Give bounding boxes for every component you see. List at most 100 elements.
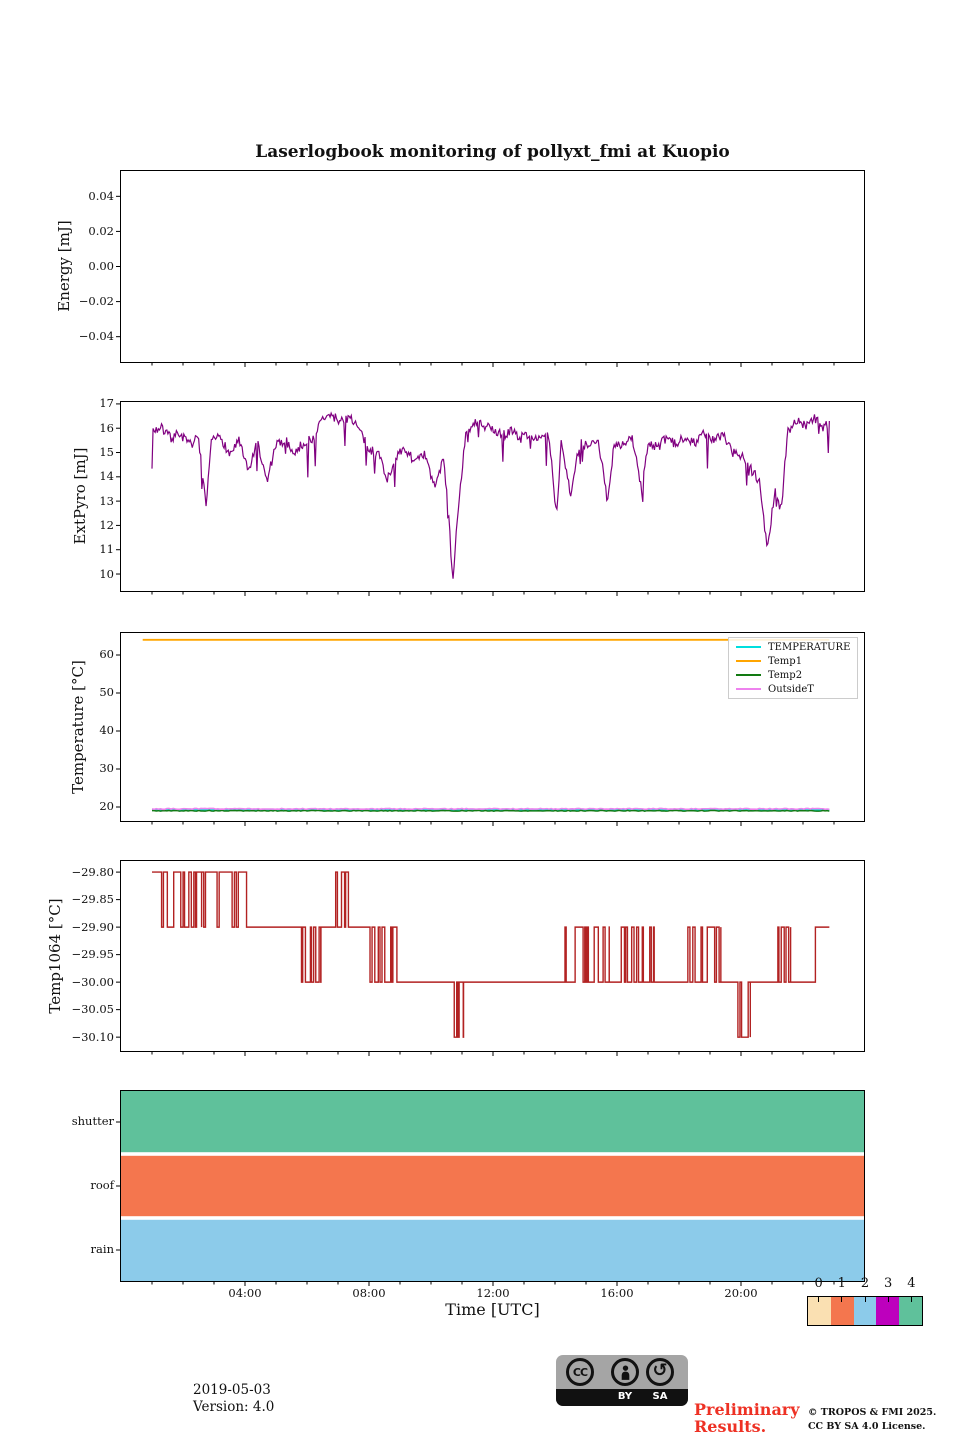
legend-item-outsidet: OutsideT: [729, 683, 857, 696]
ytick-label: 30: [99, 761, 114, 776]
outsidet-line-swatch: [736, 688, 761, 690]
legend-label: Temp1: [768, 655, 803, 667]
ytick-label: 40: [99, 723, 114, 738]
extpyro-plot: [116, 401, 865, 596]
colorbar-tick: [910, 1297, 912, 1302]
sa-text: SA: [652, 1391, 668, 1402]
ytick-label: −30.00: [71, 974, 114, 989]
cc-by-sa-badge: CC ↺ BY SA: [556, 1355, 688, 1406]
ytick-label: −29.95: [71, 947, 114, 962]
temp1064-plot-canvas: [116, 860, 865, 1056]
status-bands-canvas: [116, 1090, 865, 1286]
ytick-label: 60: [99, 647, 114, 662]
ytick-label: 13: [99, 493, 114, 508]
series-temp2: [151, 809, 830, 812]
band-label-roof: roof: [90, 1178, 114, 1192]
xtick-label: 08:00: [352, 1286, 386, 1300]
colorbar-tick: [887, 1297, 889, 1302]
ytick-label: 10: [99, 566, 114, 581]
measurement-date: 2019-05-03: [193, 1382, 271, 1398]
temp2-line-swatch: [736, 674, 761, 676]
ytick-label: 0.04: [88, 188, 114, 203]
ytick-label: −30.05: [71, 1002, 114, 1017]
share-alike-arrow-icon: ↺: [646, 1358, 674, 1386]
cc-text: CC: [572, 1365, 588, 1379]
temperature-plot-canvas: [116, 632, 865, 826]
energy-plot-canvas: [116, 170, 865, 367]
legend-label: Temp2: [768, 669, 803, 681]
cc-icon: CC: [566, 1358, 594, 1386]
preliminary-results-note: Preliminary Results.: [694, 1401, 800, 1435]
time-axis-label: Time [UTC]: [445, 1300, 540, 1319]
extpyro-plot-canvas: [116, 401, 865, 596]
colorbar-segment-0: [808, 1297, 831, 1325]
ytick-label: 0.00: [88, 259, 114, 273]
band-label-rain: rain: [90, 1242, 114, 1256]
ytick-label: −0.02: [78, 294, 114, 309]
colorbar-segment-4: [899, 1297, 922, 1325]
cc-badge-icons: CC ↺: [556, 1355, 688, 1389]
ytick-label: 12: [99, 517, 114, 532]
xtick-label: 04:00: [228, 1286, 262, 1300]
ytick-label: 0.02: [88, 223, 114, 238]
legend-label: OutsideT: [768, 683, 814, 695]
temp1-line-swatch: [736, 660, 761, 662]
colorbar-tick-label: 3: [884, 1276, 893, 1291]
copyright-line1: © TROPOS & FMI 2025.: [808, 1407, 937, 1418]
person-icon: [621, 1364, 629, 1380]
ytick-label: 16: [99, 420, 114, 435]
ytick-label: 20: [99, 799, 114, 814]
ytick-label: −29.90: [71, 919, 114, 934]
series-extpyro: [151, 411, 830, 579]
by-text: BY: [617, 1391, 633, 1402]
ytick-label: 50: [99, 685, 114, 700]
preliminary-line1: Preliminary: [694, 1400, 800, 1419]
ytick-label: 14: [99, 469, 114, 484]
legend-label: TEMPERATURE: [768, 641, 851, 653]
ytick-label: 11: [99, 542, 114, 557]
colorbar-tick: [864, 1297, 866, 1302]
legend-item-temp2: Temp2: [729, 669, 857, 682]
colorbar-tick-label: 0: [814, 1276, 823, 1291]
temperature-line-swatch: [736, 646, 761, 648]
colorbar-tick-label: 1: [837, 1276, 846, 1291]
temperature-legend: TEMPERATURE Temp1 Temp2 OutsideT: [728, 637, 858, 699]
legend-item-temperature: TEMPERATURE: [729, 641, 857, 654]
preliminary-line2: Results.: [694, 1417, 767, 1436]
ytick-label: −30.10: [71, 1029, 114, 1044]
status-band-roof: [120, 1155, 865, 1217]
xtick-label: 12:00: [476, 1286, 510, 1300]
colorbar-tick: [818, 1297, 820, 1302]
version-text: Version: 4.0: [193, 1399, 275, 1415]
colorbar-tick-label: 4: [907, 1276, 916, 1291]
energy-plot: [116, 170, 865, 367]
colorbar-tick-label: 2: [860, 1276, 870, 1291]
status-bands-plot: [116, 1090, 865, 1286]
figure-title: Laserlogbook monitoring of pollyxt_fmi a…: [255, 142, 730, 162]
series-outsidet: [151, 807, 830, 811]
colorbar-segment-3: [876, 1297, 900, 1325]
ytick-label: 17: [99, 396, 114, 411]
colorbar-segment-1: [830, 1297, 854, 1325]
status-band-shutter: [120, 1090, 865, 1153]
xtick-label: 20:00: [724, 1286, 758, 1300]
ytick-label: 15: [99, 445, 114, 460]
ytick-label: −0.04: [78, 329, 114, 344]
status-colorbar: [807, 1296, 923, 1326]
ytick-label: −29.80: [71, 864, 114, 879]
cc-badge-band: BY SA: [556, 1389, 688, 1406]
colorbar-tick: [841, 1297, 843, 1302]
status-band-rain: [120, 1219, 865, 1282]
temperature-plot: [116, 632, 865, 826]
copyright-note: © TROPOS & FMI 2025. CC BY SA 4.0 Licens…: [808, 1406, 936, 1434]
copyright-line2: CC BY SA 4.0 License.: [808, 1421, 926, 1432]
band-label-shutter: shutter: [71, 1114, 114, 1128]
xtick-label: 16:00: [600, 1286, 634, 1300]
attribution-person-icon: [611, 1358, 639, 1386]
colorbar-segment-2: [853, 1297, 877, 1325]
series-temp1064: [152, 871, 830, 1038]
temp1064-plot: [116, 860, 865, 1056]
legend-item-temp1: Temp1: [729, 655, 857, 668]
ytick-label: −29.85: [71, 892, 114, 907]
